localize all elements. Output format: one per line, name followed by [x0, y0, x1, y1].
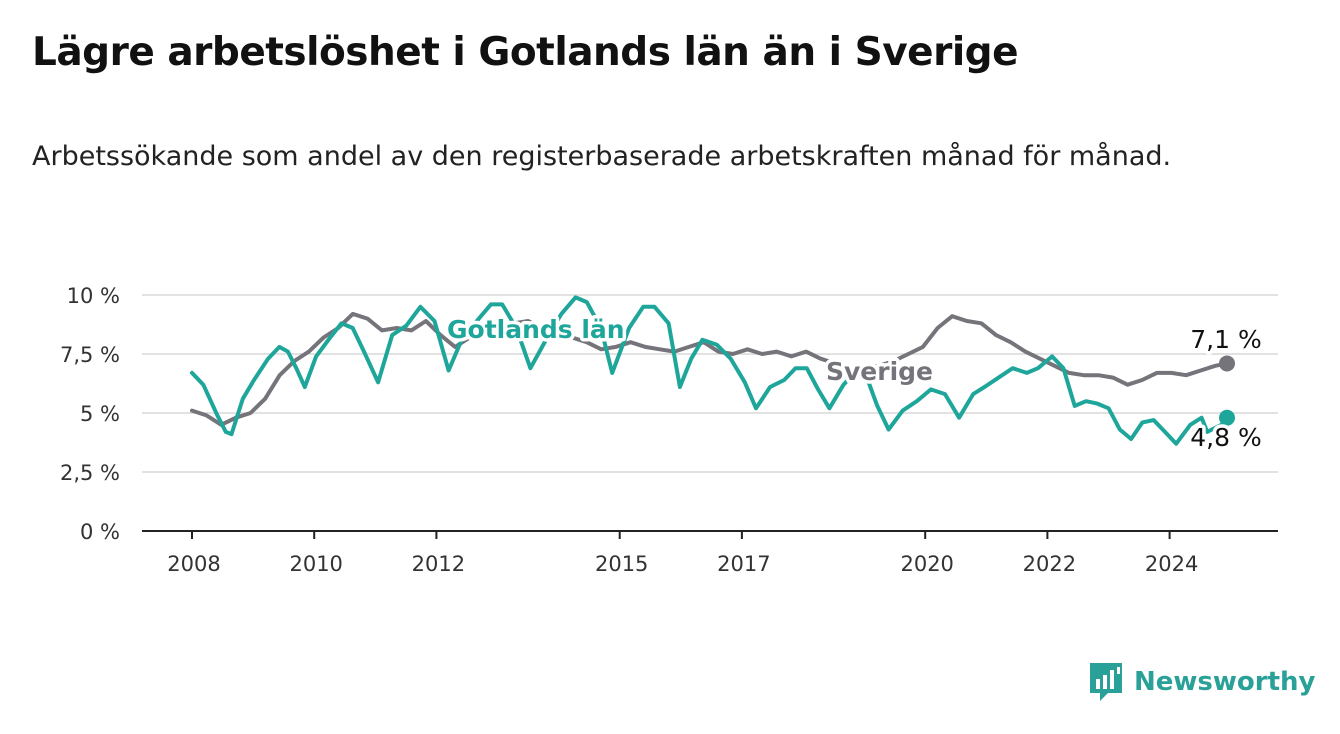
brand-logo: Newsworthy — [1088, 660, 1315, 704]
series-end-dot — [1219, 409, 1235, 426]
end-value-sverige: 7,1 % — [1190, 325, 1261, 354]
series-lines — [190, 295, 1235, 446]
x-tick-label: 2008 — [167, 552, 220, 576]
x-tick-label: 2024 — [1145, 552, 1198, 576]
x-tick-label: 2022 — [1023, 552, 1076, 576]
x-tick-label: 2010 — [289, 552, 342, 576]
series-end-dot — [1219, 355, 1235, 372]
series-line-gotland — [190, 295, 1229, 446]
y-tick-label: 2,5 % — [60, 461, 120, 485]
x-tick-label: 2017 — [717, 552, 770, 576]
y-axis-labels: 0 % 2,5 % 5 % 7,5 % 10 % — [60, 284, 120, 544]
chart-subtitle: Arbetssökande som andel av den registerb… — [32, 141, 1172, 172]
y-tick-label: 5 % — [80, 402, 120, 426]
y-tick-label: 0 % — [80, 520, 120, 544]
y-tick-label: 7,5 % — [60, 343, 120, 367]
series-labels: Gotlands län Sverige 7,1 % 4,8 % — [444, 312, 1266, 456]
label-sverige: Sverige — [826, 357, 933, 386]
x-tick-label: 2020 — [900, 552, 953, 576]
series-line-sverige — [190, 311, 1229, 427]
newsworthy-logo-icon — [1090, 663, 1122, 701]
y-tick-label: 10 % — [67, 284, 120, 308]
end-value-gotland: 4,8 % — [1190, 423, 1261, 452]
gridlines — [142, 294, 1278, 473]
brand-name: Newsworthy — [1134, 667, 1316, 697]
chart-title: Lägre arbetslöshet i Gotlands län än i S… — [32, 30, 1019, 75]
x-tick-label: 2012 — [412, 552, 465, 576]
x-axis: 2008 2010 2012 2015 2017 2020 2022 2024 — [142, 530, 1278, 576]
label-gotlands-lan: Gotlands län — [447, 315, 625, 344]
x-tick-label: 2015 — [595, 552, 648, 576]
